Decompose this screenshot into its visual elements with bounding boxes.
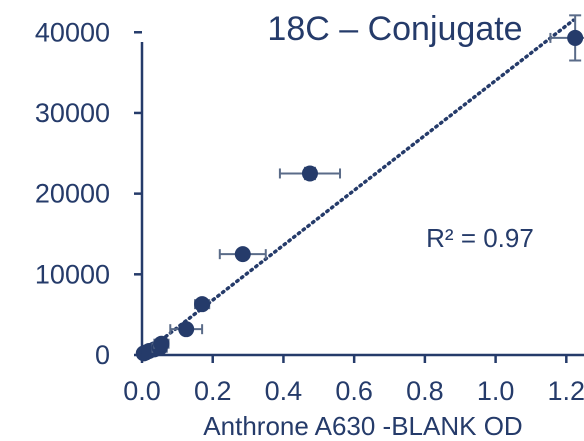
y-tick-label: 30000 bbox=[35, 98, 110, 128]
data-point bbox=[218, 246, 267, 263]
data-point bbox=[169, 321, 204, 338]
point-marker bbox=[153, 335, 170, 352]
point-marker bbox=[194, 296, 211, 313]
chart-title: 18C – Conjugate bbox=[267, 10, 522, 48]
data-points bbox=[135, 14, 584, 362]
point-marker bbox=[301, 165, 318, 182]
x-tick-label: 0.6 bbox=[335, 376, 373, 406]
data-point bbox=[153, 335, 170, 352]
x-tick-label: 0.4 bbox=[265, 376, 303, 406]
x-tick-label: 0.8 bbox=[406, 376, 444, 406]
y-tick-label: 0 bbox=[95, 340, 110, 370]
trendline bbox=[140, 18, 576, 357]
y-ticks: 0 10000 20000 30000 40000 bbox=[35, 17, 142, 370]
point-marker bbox=[234, 246, 251, 263]
x-tick-label: 0.2 bbox=[194, 376, 232, 406]
x-tick-label: 1.2 bbox=[548, 376, 584, 406]
point-marker bbox=[178, 321, 195, 338]
y-tick-label: 20000 bbox=[35, 179, 110, 209]
data-point bbox=[194, 296, 211, 313]
r-squared-annotation: R² = 0.97 bbox=[426, 223, 534, 253]
x-tick-label: 1.0 bbox=[477, 376, 515, 406]
point-marker bbox=[567, 29, 584, 46]
data-point bbox=[278, 165, 342, 182]
x-ticks: 0.0 0.2 0.4 0.6 0.8 1.0 1.2 bbox=[123, 355, 584, 406]
y-tick-label: 10000 bbox=[35, 259, 110, 289]
data-point bbox=[549, 14, 584, 62]
x-tick-label: 0.0 bbox=[123, 376, 161, 406]
x-axis-label: Anthrone A630 -BLANK OD bbox=[203, 411, 522, 441]
y-tick-label: 40000 bbox=[35, 17, 110, 47]
